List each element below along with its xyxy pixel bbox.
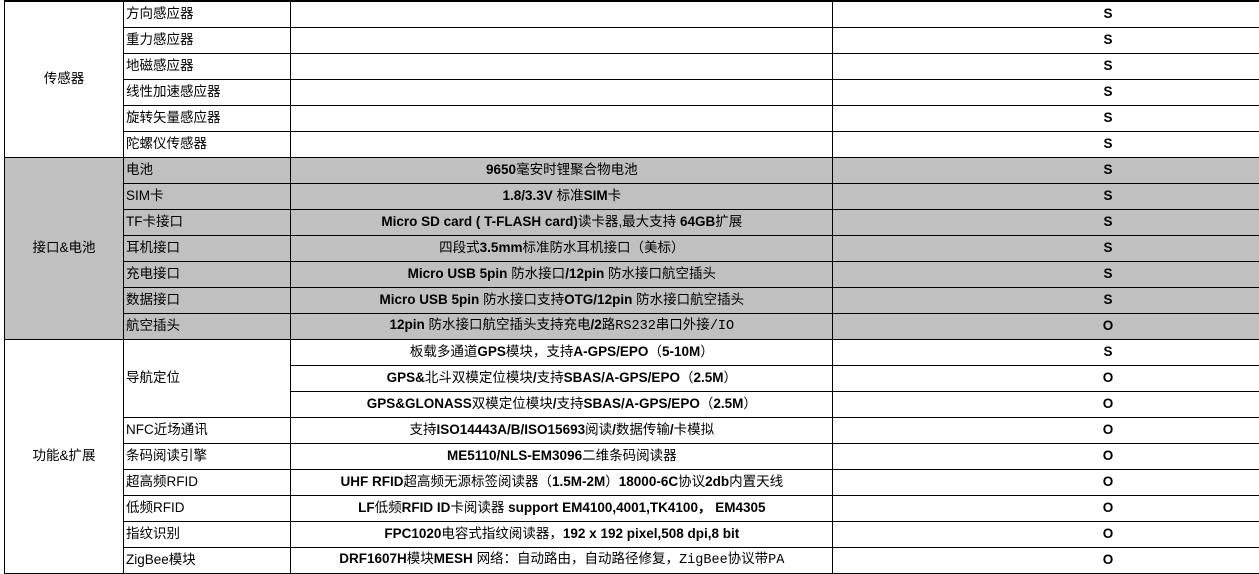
item-name: 航空插头 (123, 314, 290, 340)
specification-table: 传感器 方向感应器 S 重力感应器 S 地磁感应器 S 线性加速感应器 S 旋转… (4, 0, 1259, 574)
availability-flag: S (833, 288, 1259, 314)
table-row: 陀螺仪传感器 S (5, 132, 1259, 158)
category-cell-sensors: 传感器 (5, 1, 124, 158)
availability-flag: S (833, 54, 1259, 80)
item-name-navigation: 导航定位 (123, 340, 290, 418)
availability-flag: S (833, 158, 1259, 184)
table-row: 传感器 方向感应器 S (5, 1, 1259, 28)
table-row: 功能&扩展 导航定位 板载多通道GPS模块，支持A-GPS/EPO（5-10M）… (5, 340, 1259, 366)
item-description (291, 28, 833, 54)
item-name: 充电接口 (123, 262, 290, 288)
item-description (291, 54, 833, 80)
item-description: 9650毫安时锂聚合物电池 (291, 158, 833, 184)
item-name: 线性加速感应器 (123, 80, 290, 106)
table-row: 条码阅读引擎 ME5110/NLS-EM3096二维条码阅读器 O (5, 444, 1259, 470)
item-name: 耳机接口 (123, 236, 290, 262)
category-cell-functions-expansion: 功能&扩展 (5, 340, 124, 574)
availability-flag: O (833, 548, 1259, 574)
availability-flag: O (833, 470, 1259, 496)
item-description: ME5110/NLS-EM3096二维条码阅读器 (291, 444, 833, 470)
table-row: 充电接口 Micro USB 5pin 防水接口/12pin 防水接口航空插头 … (5, 262, 1259, 288)
table-row: 航空插头 12pin 防水接口航空插头支持充电/2路RS232串口外接/IO O (5, 314, 1259, 340)
item-description: 支持ISO14443A/B/ISO15693阅读/数据传输/卡模拟 (291, 418, 833, 444)
table-row: 地磁感应器 S (5, 54, 1259, 80)
item-name: TF卡接口 (123, 210, 290, 236)
item-name: 低频RFID (123, 496, 290, 522)
availability-flag: O (833, 496, 1259, 522)
table-row: NFC近场通讯 支持ISO14443A/B/ISO15693阅读/数据传输/卡模… (5, 418, 1259, 444)
table-row: 数据接口 Micro USB 5pin 防水接口支持OTG/12pin 防水接口… (5, 288, 1259, 314)
item-description (291, 1, 833, 28)
item-description (291, 132, 833, 158)
availability-flag: O (833, 366, 1259, 392)
table-row: 重力感应器 S (5, 28, 1259, 54)
availability-flag: O (833, 522, 1259, 548)
item-description: 四段式3.5mm标准防水耳机接口（美标） (291, 236, 833, 262)
item-name: 数据接口 (123, 288, 290, 314)
table-row: SIM卡 1.8/3.3V 标准SIM卡 S (5, 184, 1259, 210)
item-name: ZigBee模块 (123, 548, 290, 574)
item-name: SIM卡 (123, 184, 290, 210)
item-description: FPC1020电容式指纹阅读器，192 x 192 pixel,508 dpi,… (291, 522, 833, 548)
item-description: UHF RFID超高频无源标签阅读器（1.5M-2M）18000-6C协议2db… (291, 470, 833, 496)
availability-flag: S (833, 1, 1259, 28)
item-name: 方向感应器 (123, 1, 290, 28)
availability-flag: S (833, 340, 1259, 366)
category-cell-interface-battery: 接口&电池 (5, 158, 124, 340)
table-row: 旋转矢量感应器 S (5, 106, 1259, 132)
availability-flag: S (833, 210, 1259, 236)
availability-flag: O (833, 444, 1259, 470)
item-name: 重力感应器 (123, 28, 290, 54)
availability-flag: S (833, 184, 1259, 210)
item-description (291, 80, 833, 106)
table-row: 线性加速感应器 S (5, 80, 1259, 106)
availability-flag: S (833, 80, 1259, 106)
item-description: LF低频RFID ID卡阅读器 support EM4100,4001,TK41… (291, 496, 833, 522)
item-description: Micro USB 5pin 防水接口/12pin 防水接口航空插头 (291, 262, 833, 288)
table-row: TF卡接口 Micro SD card ( T-FLASH card)读卡器,最… (5, 210, 1259, 236)
item-name: 旋转矢量感应器 (123, 106, 290, 132)
spec-table-body: 传感器 方向感应器 S 重力感应器 S 地磁感应器 S 线性加速感应器 S 旋转… (5, 1, 1259, 574)
item-name: 条码阅读引擎 (123, 444, 290, 470)
table-row: 耳机接口 四段式3.5mm标准防水耳机接口（美标） S (5, 236, 1259, 262)
availability-flag: O (833, 418, 1259, 444)
item-description: Micro USB 5pin 防水接口支持OTG/12pin 防水接口航空插头 (291, 288, 833, 314)
availability-flag: O (833, 314, 1259, 340)
item-description: Micro SD card ( T-FLASH card)读卡器,最大支持 64… (291, 210, 833, 236)
availability-flag: S (833, 236, 1259, 262)
table-row: 指纹识别 FPC1020电容式指纹阅读器，192 x 192 pixel,508… (5, 522, 1259, 548)
item-description (291, 106, 833, 132)
availability-flag: S (833, 106, 1259, 132)
table-row: 接口&电池 电池 9650毫安时锂聚合物电池 S (5, 158, 1259, 184)
item-description: 12pin 防水接口航空插头支持充电/2路RS232串口外接/IO (291, 314, 833, 340)
item-name: 陀螺仪传感器 (123, 132, 290, 158)
table-row: 低频RFID LF低频RFID ID卡阅读器 support EM4100,40… (5, 496, 1259, 522)
item-name: 超高频RFID (123, 470, 290, 496)
item-description: 板载多通道GPS模块，支持A-GPS/EPO（5-10M） (291, 340, 833, 366)
availability-flag: S (833, 28, 1259, 54)
item-description: GPS&北斗双模定位模块/支持SBAS/A-GPS/EPO（2.5M） (291, 366, 833, 392)
item-description: DRF1607H模块MESH 网络：自动路由，自动路径修复，ZigBee协议带P… (291, 548, 833, 574)
table-row: 超高频RFID UHF RFID超高频无源标签阅读器（1.5M-2M）18000… (5, 470, 1259, 496)
item-name: NFC近场通讯 (123, 418, 290, 444)
item-description: 1.8/3.3V 标准SIM卡 (291, 184, 833, 210)
table-row: ZigBee模块 DRF1607H模块MESH 网络：自动路由，自动路径修复，Z… (5, 548, 1259, 574)
availability-flag: S (833, 262, 1259, 288)
item-name: 电池 (123, 158, 290, 184)
availability-flag: O (833, 392, 1259, 418)
item-name: 指纹识别 (123, 522, 290, 548)
item-description: GPS&GLONASS双模定位模块/支持SBAS/A-GPS/EPO（2.5M） (291, 392, 833, 418)
availability-flag: S (833, 132, 1259, 158)
item-name: 地磁感应器 (123, 54, 290, 80)
